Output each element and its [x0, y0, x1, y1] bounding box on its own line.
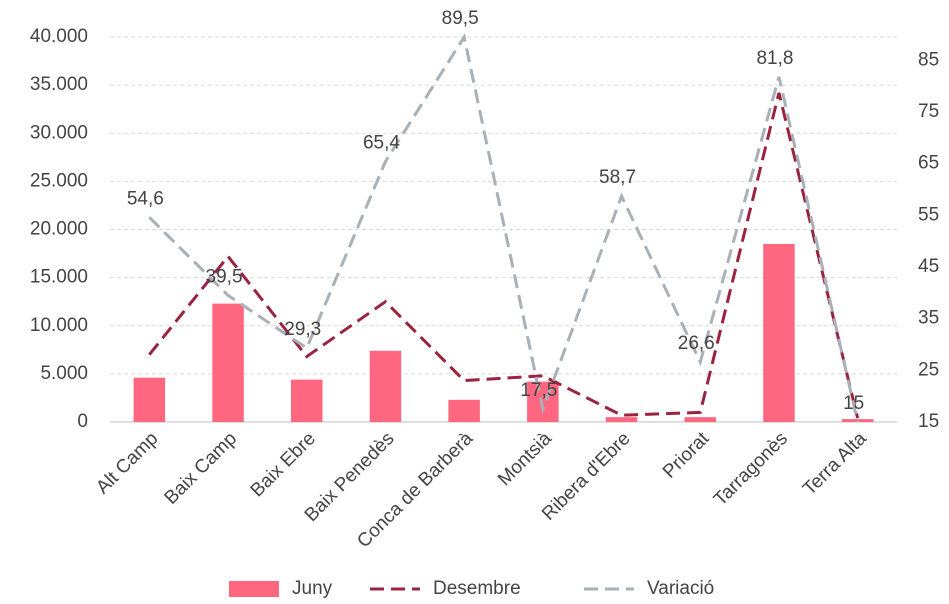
y-tick-label: 30.000 [30, 122, 88, 143]
y2-tick-label: 65 [918, 153, 939, 174]
y2-tick-label: 25 [918, 359, 939, 380]
y-tick-label: 0 [77, 411, 88, 432]
x-tick-label: Montsià [494, 428, 556, 490]
bar [841, 419, 874, 422]
bar [212, 303, 244, 422]
data-label: 26,6 [678, 333, 715, 354]
legend-swatch [229, 581, 279, 597]
legend-label: Juny [292, 578, 333, 599]
bar [527, 381, 559, 422]
line [148, 92, 860, 419]
bar [291, 379, 323, 422]
data-label: 15 [843, 393, 864, 414]
x-tick-label: Priorat [659, 428, 714, 483]
bar [763, 243, 795, 422]
data-label: 58,7 [599, 167, 636, 188]
x-tick-label: Tarragonès [710, 428, 792, 510]
x-tick-label: Baix Camp [161, 428, 242, 509]
y2-tick-label: 15 [918, 411, 939, 432]
y2-tick-label: 75 [918, 101, 939, 122]
x-tick-label: Terra Alta [799, 428, 871, 500]
bar [448, 399, 480, 422]
legend-label: Desembre [433, 578, 521, 599]
y-tick-label: 15.000 [30, 267, 88, 288]
y2-tick-label: 85 [918, 49, 939, 70]
y-tick-label: 5.000 [40, 363, 88, 384]
bar [369, 350, 402, 422]
y2-tick-label: 45 [918, 256, 939, 277]
data-label: 89,5 [442, 8, 479, 29]
line [148, 33, 860, 423]
y-tick-label: 35.000 [30, 74, 88, 95]
x-tick-label: Alt Camp [92, 428, 162, 498]
legend-label: Variació [647, 578, 714, 599]
y-tick-label: 25.000 [30, 170, 88, 191]
data-label: 17,5 [520, 380, 557, 401]
y-tick-label: 10.000 [30, 315, 88, 336]
bar [684, 417, 716, 422]
data-label: 81,8 [756, 48, 793, 69]
y2-tick-label: 35 [918, 308, 939, 329]
data-label: 54,6 [127, 188, 164, 209]
y-tick-label: 20.000 [30, 219, 88, 240]
data-label: 29,3 [284, 319, 321, 340]
data-label: 39,5 [206, 266, 243, 287]
bar [133, 377, 166, 422]
x-tick-label: Baix Ebre [247, 428, 320, 501]
data-label: 65,4 [363, 133, 400, 154]
y-tick-label: 40.000 [30, 26, 88, 47]
bar [605, 417, 638, 422]
y2-tick-label: 55 [918, 204, 939, 225]
